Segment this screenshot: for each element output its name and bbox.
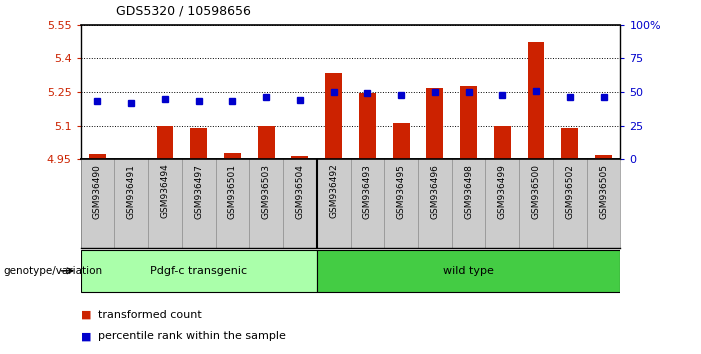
- Bar: [190, 128, 207, 159]
- Text: wild type: wild type: [443, 266, 494, 276]
- Text: GSM936496: GSM936496: [430, 164, 440, 219]
- Bar: [292, 156, 308, 159]
- Bar: [562, 128, 578, 159]
- Text: GSM936504: GSM936504: [295, 164, 304, 219]
- Bar: [460, 86, 477, 159]
- Text: GSM936495: GSM936495: [397, 164, 406, 219]
- Text: GSM936498: GSM936498: [464, 164, 473, 219]
- Text: GSM936505: GSM936505: [599, 164, 608, 219]
- Text: GSM936493: GSM936493: [363, 164, 372, 219]
- Text: GSM936494: GSM936494: [161, 164, 170, 218]
- Text: genotype/variation: genotype/variation: [4, 266, 102, 276]
- Text: GSM936502: GSM936502: [565, 164, 574, 219]
- Text: GSM936503: GSM936503: [261, 164, 271, 219]
- Text: GSM936501: GSM936501: [228, 164, 237, 219]
- Text: GSM936492: GSM936492: [329, 164, 338, 218]
- Text: GDS5320 / 10598656: GDS5320 / 10598656: [116, 5, 250, 18]
- Text: GSM936499: GSM936499: [498, 164, 507, 219]
- Text: GSM936497: GSM936497: [194, 164, 203, 219]
- Text: GSM936500: GSM936500: [531, 164, 540, 219]
- Text: transformed count: transformed count: [98, 310, 202, 320]
- Text: GSM936491: GSM936491: [127, 164, 136, 219]
- Bar: [224, 153, 241, 159]
- Bar: [156, 126, 173, 159]
- Bar: [426, 87, 443, 159]
- Bar: [325, 73, 342, 159]
- Bar: [595, 155, 612, 159]
- Bar: [494, 126, 511, 159]
- Bar: [258, 126, 275, 159]
- Bar: [317, 250, 620, 292]
- Text: ■: ■: [81, 331, 91, 341]
- Text: GSM936490: GSM936490: [93, 164, 102, 219]
- Text: percentile rank within the sample: percentile rank within the sample: [98, 331, 286, 341]
- Bar: [528, 41, 545, 159]
- Bar: [81, 250, 317, 292]
- Text: Pdgf-c transgenic: Pdgf-c transgenic: [150, 266, 247, 276]
- Bar: [89, 154, 106, 159]
- Bar: [359, 93, 376, 159]
- Bar: [393, 124, 409, 159]
- Text: ■: ■: [81, 310, 91, 320]
